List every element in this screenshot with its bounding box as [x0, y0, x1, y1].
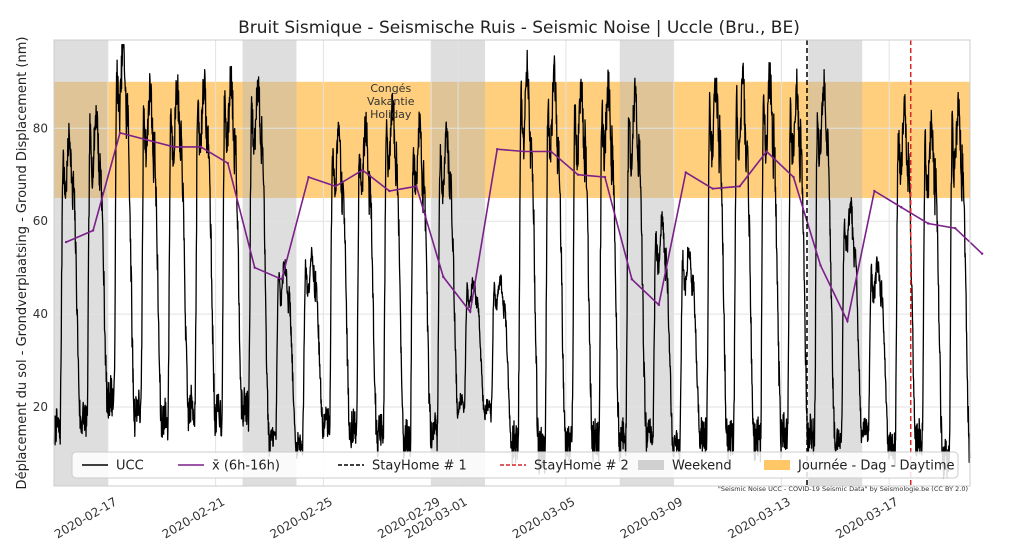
- mean-point-8: [280, 278, 283, 281]
- y-tick-label-60: 60: [33, 214, 48, 228]
- background-bands: [54, 40, 970, 486]
- credit-text: "Seismic Noise UCC - COVID-19 Seismic Da…: [718, 485, 968, 493]
- mean-point-23: [684, 171, 687, 174]
- mean-point-28: [819, 264, 822, 267]
- mean-point-29: [846, 319, 849, 323]
- y-tick-label-80: 80: [33, 121, 48, 135]
- plot-frame: [53, 39, 971, 487]
- mean-point-22: [657, 303, 661, 307]
- data-series: [53, 43, 984, 479]
- mean-point-30: [873, 189, 876, 193]
- legend-label-4: Weekend: [672, 459, 732, 474]
- mean-point-32: [927, 222, 930, 225]
- mean-point-34: [980, 252, 984, 255]
- x-tick-label-2020-03-13: 2020-03-13: [726, 494, 793, 541]
- y-tick-label-20: 20: [33, 400, 48, 414]
- x-tick-label-2020-02-25: 2020-02-25: [268, 494, 335, 541]
- mean-point-4: [172, 145, 176, 149]
- mean-point-14: [442, 275, 445, 279]
- mean-point-11: [361, 168, 364, 172]
- mean-point-3: [145, 138, 149, 142]
- legend-label-1: x̄ (6h-16h): [212, 459, 280, 474]
- series-ucc-line: [53, 43, 971, 479]
- mean-point-2: [118, 131, 122, 135]
- mean-point-16: [495, 147, 499, 151]
- legend-swatch-4: [638, 460, 664, 470]
- legend-swatch-5: [764, 460, 790, 470]
- annotation-line-en: Holiday: [370, 108, 412, 121]
- mean-point-15: [469, 310, 472, 313]
- x-tick-label-2020-02-17: 2020-02-17: [52, 494, 119, 541]
- weekend-span-0: [54, 40, 108, 486]
- mean-point-10: [334, 185, 337, 188]
- stayhome-lines: [806, 40, 912, 486]
- mean-point-1: [91, 229, 95, 232]
- mean-point-13: [415, 185, 418, 188]
- mean-point-0: [64, 240, 68, 244]
- y-axis-label: Déplacement du sol - Grondverplaatsing -…: [15, 37, 30, 490]
- legend-label-2: StayHome # 1: [372, 459, 467, 474]
- chart-title: Bruit Sismique - Seismische Ruis - Seism…: [238, 18, 800, 38]
- mean-point-19: [576, 173, 580, 176]
- legend-label-3: StayHome # 2: [534, 459, 629, 474]
- legend-label-5: Journée - Dag - Daytime: [797, 459, 955, 474]
- legend-label-0: UCC: [116, 459, 144, 474]
- x-tick-label-2020-02-21: 2020-02-21: [160, 494, 227, 541]
- mean-point-20: [603, 175, 607, 179]
- mean-point-18: [549, 150, 553, 153]
- mean-point-26: [765, 150, 768, 153]
- annotation-line-nl: Vakantie: [367, 95, 415, 108]
- mean-point-21: [630, 278, 634, 281]
- mean-point-7: [253, 266, 256, 269]
- holiday-annotation: Congés Vakantie Holiday: [367, 82, 415, 121]
- mean-point-31: [900, 206, 903, 209]
- mean-point-24: [711, 187, 714, 190]
- mean-point-33: [953, 226, 957, 230]
- y-tick-label-40: 40: [33, 307, 48, 321]
- x-tick-label-2020-03-17: 2020-03-17: [833, 494, 900, 541]
- legend: UCC x̄ (6h-16h) StayHome # 1 StayHome # 2 We…: [71, 451, 959, 479]
- mean-point-9: [307, 175, 310, 179]
- mean-point-5: [199, 145, 203, 149]
- x-tick-label-2020-03-05: 2020-03-05: [510, 494, 577, 541]
- mean-point-25: [738, 185, 741, 188]
- annotation-line-fr: Congés: [370, 82, 411, 95]
- mean-point-17: [522, 150, 526, 153]
- x-tick-label-2020-03-09: 2020-03-09: [618, 494, 685, 541]
- mean-point-27: [792, 175, 795, 179]
- mean-point-6: [226, 161, 229, 165]
- mean-point-12: [388, 189, 391, 193]
